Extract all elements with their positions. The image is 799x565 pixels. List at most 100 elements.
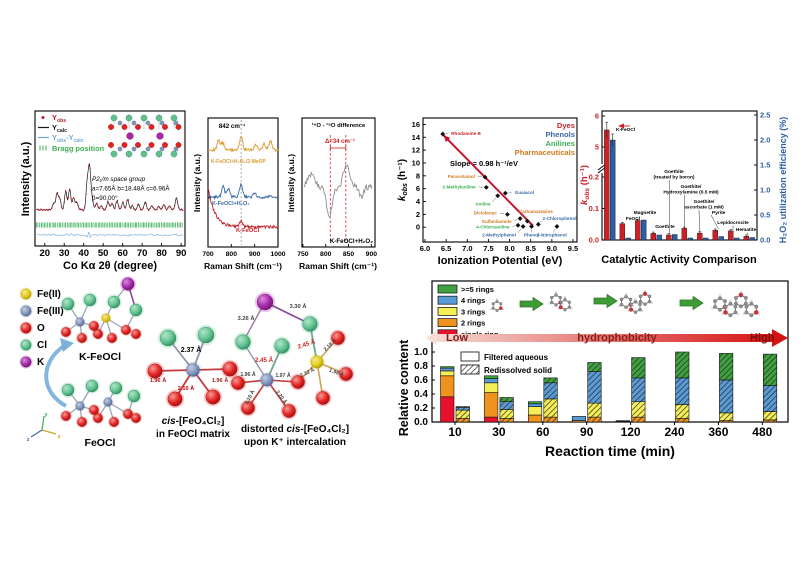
- x-tick-label: 40: [78, 248, 89, 259]
- atom-o: [331, 331, 345, 345]
- atom-cl: [159, 329, 177, 347]
- arrow-right-head: [772, 329, 788, 347]
- data-point: [535, 221, 541, 227]
- bond-label: 2.22 Å: [299, 366, 316, 379]
- point-label: 2-Methylphenol: [482, 233, 516, 238]
- panel-raman-spectra: 842 cm⁻¹ K-FeOCl+H₂O₂/2-MeOP K-FeOCl+H₂O₂ K…: [192, 93, 296, 271]
- ring-legend-label: 4 rings: [461, 296, 485, 305]
- solid-bar-segment: [543, 398, 558, 418]
- aqueous-bar-segment: [440, 366, 455, 369]
- point-leader: [514, 219, 518, 221]
- atom-cl: [83, 293, 97, 307]
- aqueous-bar-segment: [484, 416, 499, 423]
- legend-marker-dot: [41, 116, 45, 119]
- atom-legend-label: O: [37, 323, 45, 334]
- x-tick-label: 8.0: [504, 244, 514, 253]
- category-label: Goethite: [655, 224, 675, 230]
- kobs-bar: [728, 230, 734, 241]
- aqueous-bar-segment: [528, 414, 543, 423]
- atom-o: [205, 389, 221, 405]
- plot-frame: [601, 110, 758, 241]
- x-tick-label: 700: [202, 251, 214, 258]
- x-tick-label: 120: [621, 425, 641, 439]
- x-axis-label: Reaction time (min): [545, 443, 675, 459]
- kobs-bar: [681, 228, 687, 241]
- y-tick-label: 2: [416, 210, 420, 219]
- category-label: Magnetite: [634, 210, 657, 216]
- solid-bar-segment: [455, 418, 470, 423]
- axis-z-label: z: [27, 437, 30, 443]
- structure-caption: upon K⁺ intercalation: [244, 437, 346, 448]
- series-label: K-FeOCl: [236, 228, 260, 234]
- chart-title: Catalytic Activity Comparison: [601, 254, 757, 266]
- inset-text-line: P2₁/m space group: [92, 176, 146, 183]
- plot-frame: [422, 117, 578, 243]
- annotation-label: 842 cm⁻¹: [219, 123, 245, 130]
- point-leader: [539, 220, 542, 223]
- atom-o: [61, 411, 71, 421]
- axis-x-label: x: [57, 434, 61, 440]
- structure-caption: distorted cis-[FeO₄Cl₂]: [241, 424, 349, 435]
- right-tick-label: 2.5: [760, 111, 770, 120]
- panel-xrd-pattern: 20 30 40 50 60 70 80 90 Co Kα 2θ (degree) Intensi…: [20, 93, 218, 272]
- y-tick-label: 4: [416, 197, 421, 206]
- legend-label: Yobs-Ycalc: [52, 133, 84, 144]
- molecule-progression: [490, 290, 760, 318]
- left-tick-label: 0.2: [589, 173, 599, 182]
- aqueous-bar-segment: [528, 403, 543, 407]
- ionization-scatter-chart: 6.0 6.5 7.0 7.5 8.0 8.5 9.0 9.5 0 2 4 6 8 10 12 14 16 Ion…: [397, 117, 578, 267]
- trend-line: [442, 134, 534, 227]
- point-label: Rhodamine B: [451, 131, 481, 136]
- y-axis-label: Relative content: [397, 339, 411, 436]
- atom-fe2: [101, 313, 111, 323]
- atom-cl: [107, 295, 121, 309]
- y-tick-label: 10: [412, 158, 420, 167]
- aqueous-bar-segment: [484, 375, 499, 379]
- atom-k: [121, 277, 135, 291]
- atom-legend-item: [19, 321, 33, 335]
- panel-title: ¹⁶O - ¹⁸O difference: [312, 122, 366, 129]
- feocl-cluster: [60, 378, 142, 428]
- ring-legend-swatch: [437, 318, 458, 327]
- cis-feo4cl2-unit: [145, 324, 240, 409]
- bond-label: 2.45 Å: [255, 357, 274, 364]
- solid-bar-segment: [543, 416, 558, 423]
- plot-frame: [301, 117, 376, 248]
- x-tick-label: 60: [536, 425, 550, 439]
- y-axis-label: Intensity (a.u.): [20, 141, 32, 216]
- y-axis-label: kobs (h⁻¹): [397, 159, 409, 201]
- y-tick-label: 0.2: [414, 403, 428, 414]
- point-label: Paracetamol: [448, 174, 475, 179]
- distorted-cis-unit: [229, 291, 355, 420]
- solid-bar-segment: [762, 419, 778, 423]
- x-tick-label: 360: [708, 425, 728, 439]
- point-label: 2-Chlorophenol: [543, 216, 577, 221]
- efficiency-bar: [687, 237, 693, 241]
- point-label: Phenol: [524, 233, 539, 238]
- legend-label: Bragg position: [52, 144, 105, 153]
- x-tick-label: 9.0: [547, 244, 557, 253]
- point-label: Carbamazepine: [519, 209, 553, 214]
- legend-class-label: Phenols: [545, 130, 575, 139]
- observed-points: [36, 164, 184, 212]
- solid-bar-segment: [762, 353, 778, 386]
- right-tick-label: 1.5: [760, 161, 770, 170]
- x-tick-label: 10: [448, 425, 462, 439]
- y-tick-label: 0.6: [414, 375, 428, 386]
- ring-legend-label: >=5 rings: [461, 285, 494, 294]
- atom-o: [282, 404, 296, 418]
- y-tick-label: 6: [416, 184, 420, 193]
- y-tick-label: 8: [416, 171, 420, 180]
- arrow-left-head: [426, 331, 436, 345]
- kobs-bar: [635, 220, 641, 241]
- aqueous-bar-segment: [440, 367, 455, 372]
- aqueous-bar-segment: [528, 406, 543, 416]
- solid-bar-segment: [587, 416, 602, 423]
- molecule-structure: [618, 290, 653, 314]
- aqueous-bar-segment: [484, 378, 499, 384]
- left-tick-label: 0.1: [589, 204, 599, 213]
- hydro-mid-label: hydrophobicity: [577, 332, 657, 344]
- series-label: K-FeOCl+H₂O₂/2-MeOP: [211, 159, 267, 165]
- atom-o: [241, 401, 255, 415]
